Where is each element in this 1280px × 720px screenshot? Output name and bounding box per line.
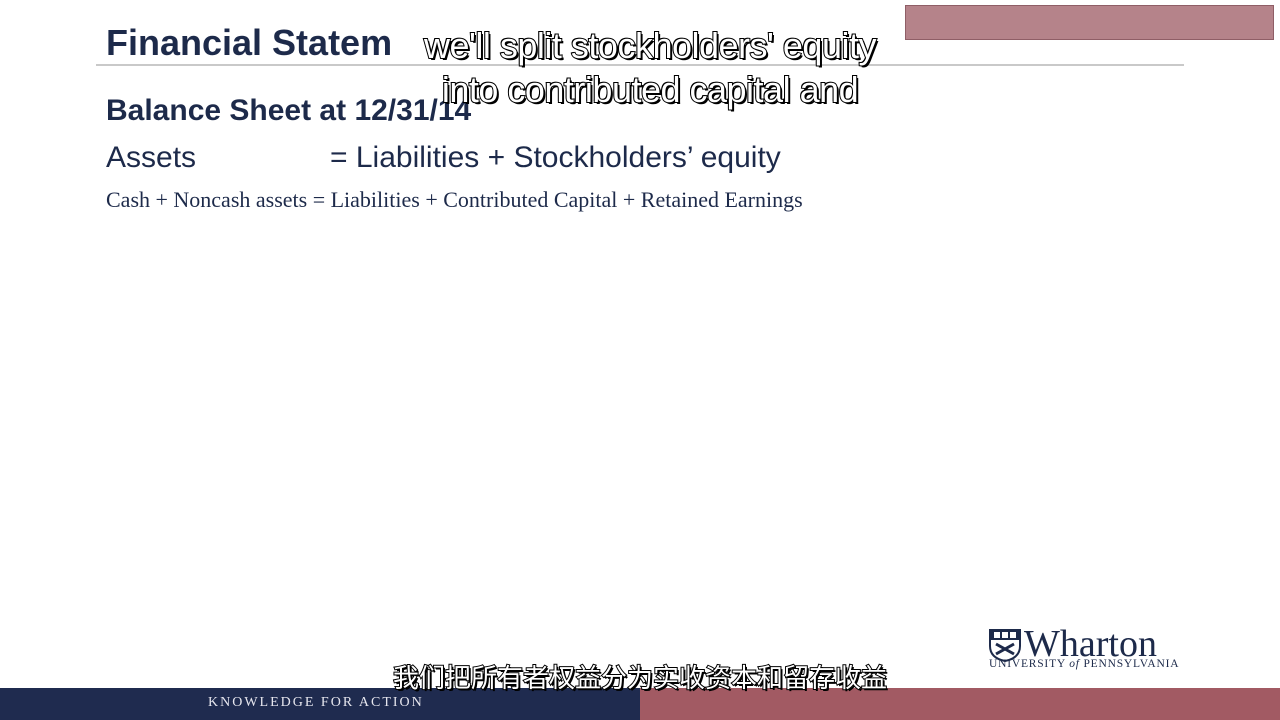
footer-tagline: KNOWLEDGE FOR ACTION	[208, 695, 424, 710]
logo-sub-of: of	[1069, 658, 1080, 670]
penn-shield-icon	[989, 629, 1021, 662]
equation-left-side: Assets	[106, 141, 197, 174]
logo-sub-pennsylvania: PENNSYLVANIA	[1079, 658, 1180, 670]
title-divider	[96, 64, 1184, 66]
english-subtitle-line-1: we'll split stockholders' equity	[423, 24, 877, 67]
slide-subtitle: Balance Sheet at 12/31/14	[106, 94, 472, 127]
wharton-logo: Wharton UNIVERSITY of PENNSYLVANIA	[988, 623, 1198, 672]
english-subtitle-line-2: into contributed capital and	[441, 68, 860, 111]
logo-subline: UNIVERSITY of PENNSYLVANIA	[989, 658, 1179, 670]
slide-title: Financial Statem	[106, 22, 393, 63]
top-right-accent-box	[905, 5, 1274, 40]
logo-wordmark: Wharton	[1024, 623, 1157, 665]
logo-sub-university: UNIVERSITY	[989, 658, 1070, 670]
english-subtitle: we'll split stockholders' equity into co…	[380, 24, 920, 112]
equation-right-side: = Liabilities + Stockholders’ equity	[330, 141, 781, 174]
detailed-equation: Cash + Noncash assets = Liabilities + Co…	[106, 187, 803, 212]
footer-navy-bar	[0, 688, 640, 720]
chinese-subtitle: 我们把所有者权益分为实收资本和留存收益	[392, 663, 888, 695]
footer-maroon-bar	[640, 688, 1280, 720]
